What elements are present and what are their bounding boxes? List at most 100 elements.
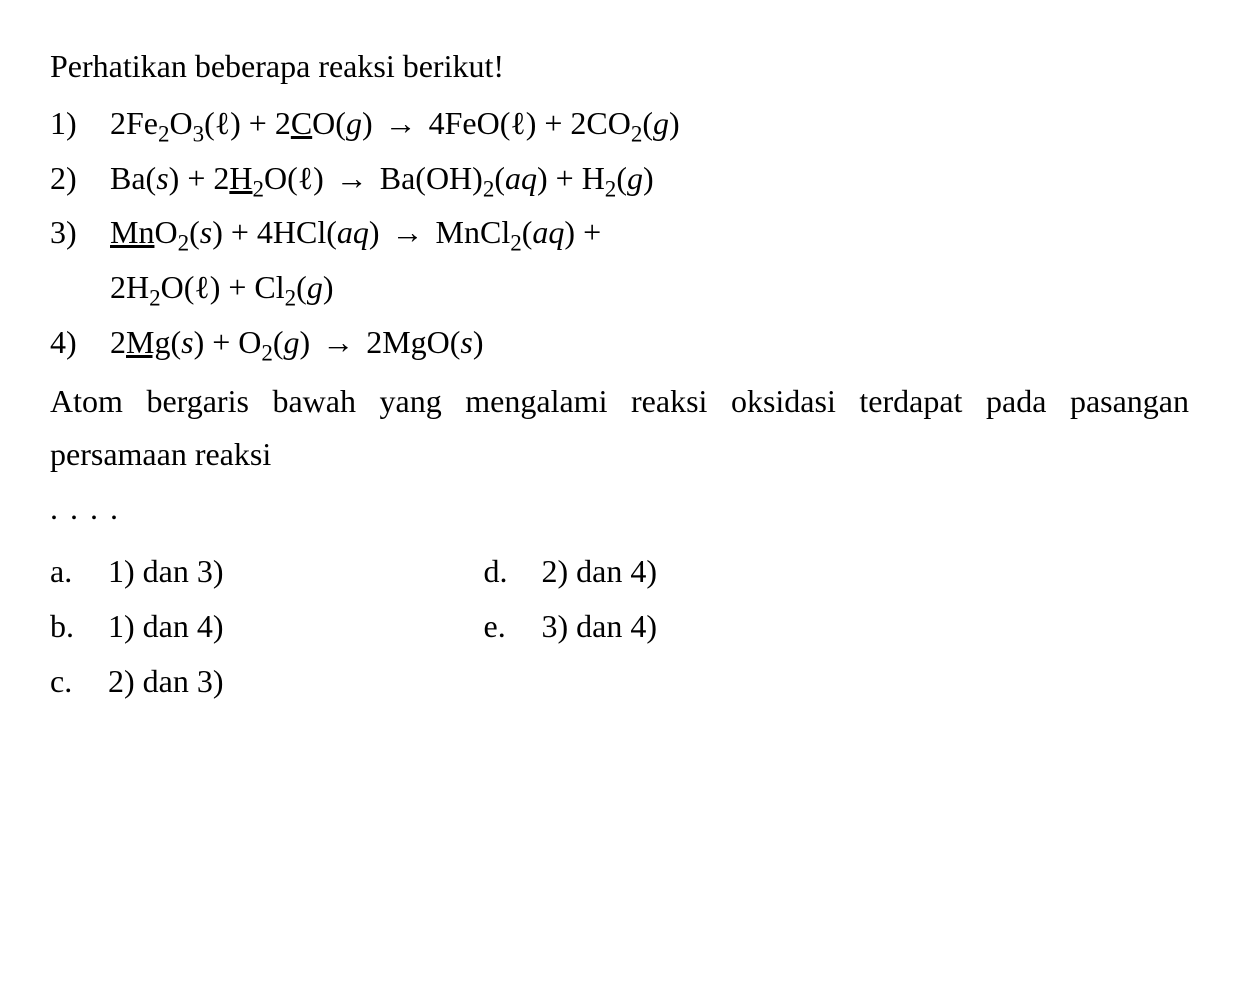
- reaction-1: 1) 2Fe2O3(ℓ) + 2CO(g) → 4FeO(ℓ) + 2CO2(g…: [50, 97, 1189, 150]
- r3-close1: ): [369, 214, 380, 250]
- r1-underlined: C: [291, 105, 312, 141]
- option-e: e. 3) dan 4): [484, 600, 658, 653]
- option-c: c. 2) dan 3): [50, 655, 224, 708]
- r1-sub1: 2: [158, 120, 170, 146]
- r4-close2: ): [473, 324, 484, 360]
- r2-g: g: [627, 160, 643, 196]
- r3-underlined: Mn: [110, 214, 154, 250]
- r4-phase1: (: [170, 324, 181, 360]
- r2-underlined: H: [229, 160, 252, 196]
- reactions-list: 1) 2Fe2O3(ℓ) + 2CO(g) → 4FeO(ℓ) + 2CO2(g…: [50, 97, 1189, 369]
- r2-sub2: 2: [483, 175, 495, 201]
- option-a-text: 1) dan 3): [108, 545, 224, 598]
- r4-pre: 2: [110, 324, 126, 360]
- r1-phase2: (: [642, 105, 653, 141]
- r4-close1: ): [300, 324, 311, 360]
- r2-sub3: 2: [605, 175, 617, 201]
- reaction-3-num: 3): [50, 206, 110, 259]
- r2-aq: aq: [505, 160, 537, 196]
- r4-s2: s: [460, 324, 472, 360]
- r2-s: s: [156, 160, 168, 196]
- r2-phase-aq: (: [494, 160, 505, 196]
- option-d-text: 2) dan 4): [542, 545, 658, 598]
- r1-close2: ): [669, 105, 680, 141]
- option-e-label: e.: [484, 600, 542, 653]
- r2-arrow: →: [336, 152, 368, 205]
- r1-g2: g: [653, 105, 669, 141]
- reaction-1-num: 1): [50, 97, 110, 150]
- r3c-sub2: 2: [285, 285, 297, 311]
- r3-after: O: [154, 214, 177, 250]
- r2-close1: ) + H: [537, 160, 605, 196]
- options-container: a. 1) dan 3) b. 1) dan 4) c. 2) dan 3) d…: [50, 545, 1189, 709]
- reaction-4-num: 4): [50, 316, 110, 369]
- r2-sub1: 2: [252, 175, 264, 201]
- r1-prod1: 4FeO(ℓ) + 2CO: [421, 105, 631, 141]
- options-left-column: a. 1) dan 3) b. 1) dan 4) c. 2) dan 3): [50, 545, 224, 709]
- option-a: a. 1) dan 3): [50, 545, 224, 598]
- r3-phase2: (: [522, 214, 533, 250]
- r1-g: g: [346, 105, 362, 141]
- r3-aq2: aq: [532, 214, 564, 250]
- question-intro: Perhatikan beberapa reaksi berikut!: [50, 40, 1189, 93]
- reaction-3-content: MnO2(s) + 4HCl(aq) → MnCl2(aq) +: [110, 206, 1189, 259]
- r4-mid1: ) + O: [194, 324, 262, 360]
- option-b-label: b.: [50, 600, 108, 653]
- r3c-phase: (: [296, 269, 307, 305]
- r3c-sub1: 2: [149, 285, 161, 311]
- r2-pre: Ba(: [110, 160, 156, 196]
- option-d: d. 2) dan 4): [484, 545, 658, 598]
- r4-arrow: →: [322, 316, 354, 369]
- option-d-label: d.: [484, 545, 542, 598]
- r1-text: 2Fe: [110, 105, 158, 141]
- reaction-1-content: 2Fe2O3(ℓ) + 2CO(g) → 4FeO(ℓ) + 2CO2(g): [110, 97, 1189, 150]
- r3-mid1: ) + 4HCl(: [212, 214, 337, 250]
- r3c-close: ): [323, 269, 334, 305]
- option-c-text: 2) dan 3): [108, 655, 224, 708]
- r3c-mid: O(ℓ) + Cl: [161, 269, 285, 305]
- reaction-4-content: 2Mg(s) + O2(g) → 2MgO(s): [110, 316, 1189, 369]
- r3-arrow: →: [392, 206, 424, 259]
- r3-s: s: [200, 214, 212, 250]
- r3-close2: ) +: [564, 214, 601, 250]
- r4-g: g: [284, 324, 300, 360]
- reaction-2: 2) Ba(s) + 2H2O(ℓ) → Ba(OH)2(aq) + H2(g): [50, 152, 1189, 205]
- r3-aq: aq: [337, 214, 369, 250]
- r3-sub2: 2: [510, 230, 522, 256]
- r3-sub1: 2: [178, 230, 190, 256]
- r2-mid2: O(ℓ): [264, 160, 324, 196]
- r1-arrow: →: [385, 97, 417, 150]
- r2-phase-g: (: [616, 160, 627, 196]
- r3c-pre: 2H: [110, 269, 149, 305]
- question-dots: . . . .: [50, 482, 1189, 535]
- reaction-3: 3) MnO2(s) + 4HCl(aq) → MnCl2(aq) +: [50, 206, 1189, 259]
- reaction-2-num: 2): [50, 152, 110, 205]
- options-right-column: d. 2) dan 4) e. 3) dan 4): [484, 545, 658, 709]
- option-b: b. 1) dan 4): [50, 600, 224, 653]
- r4-sub1: 2: [261, 339, 273, 365]
- option-b-text: 1) dan 4): [108, 600, 224, 653]
- r4-phase-g: (: [273, 324, 284, 360]
- r4-prod: 2MgO(: [358, 324, 460, 360]
- r3c-g: g: [307, 269, 323, 305]
- r1-close1: ): [362, 105, 373, 141]
- question-text: Atom bergaris bawah yang mengalami reaks…: [50, 375, 1189, 481]
- option-a-label: a.: [50, 545, 108, 598]
- r1-after: O(: [312, 105, 346, 141]
- option-c-label: c.: [50, 655, 108, 708]
- r4-s: s: [181, 324, 193, 360]
- r3-phase1: (: [189, 214, 200, 250]
- r4-underlined: Mg: [126, 324, 170, 360]
- r2-close2: ): [643, 160, 654, 196]
- option-e-text: 3) dan 4): [542, 600, 658, 653]
- r1-sub2: 3: [193, 120, 205, 146]
- r3-prod1: MnCl: [428, 214, 511, 250]
- reaction-2-content: Ba(s) + 2H2O(ℓ) → Ba(OH)2(aq) + H2(g): [110, 152, 1189, 205]
- r1-sub3: 2: [631, 120, 643, 146]
- r1-phase1: (ℓ) + 2: [204, 105, 291, 141]
- r1-o: O: [170, 105, 193, 141]
- r2-prod1: Ba(OH): [372, 160, 483, 196]
- reaction-4: 4) 2Mg(s) + O2(g) → 2MgO(s): [50, 316, 1189, 369]
- reaction-3-cont: 2H2O(ℓ) + Cl2(g): [50, 261, 1189, 314]
- r2-mid1: ) + 2: [169, 160, 230, 196]
